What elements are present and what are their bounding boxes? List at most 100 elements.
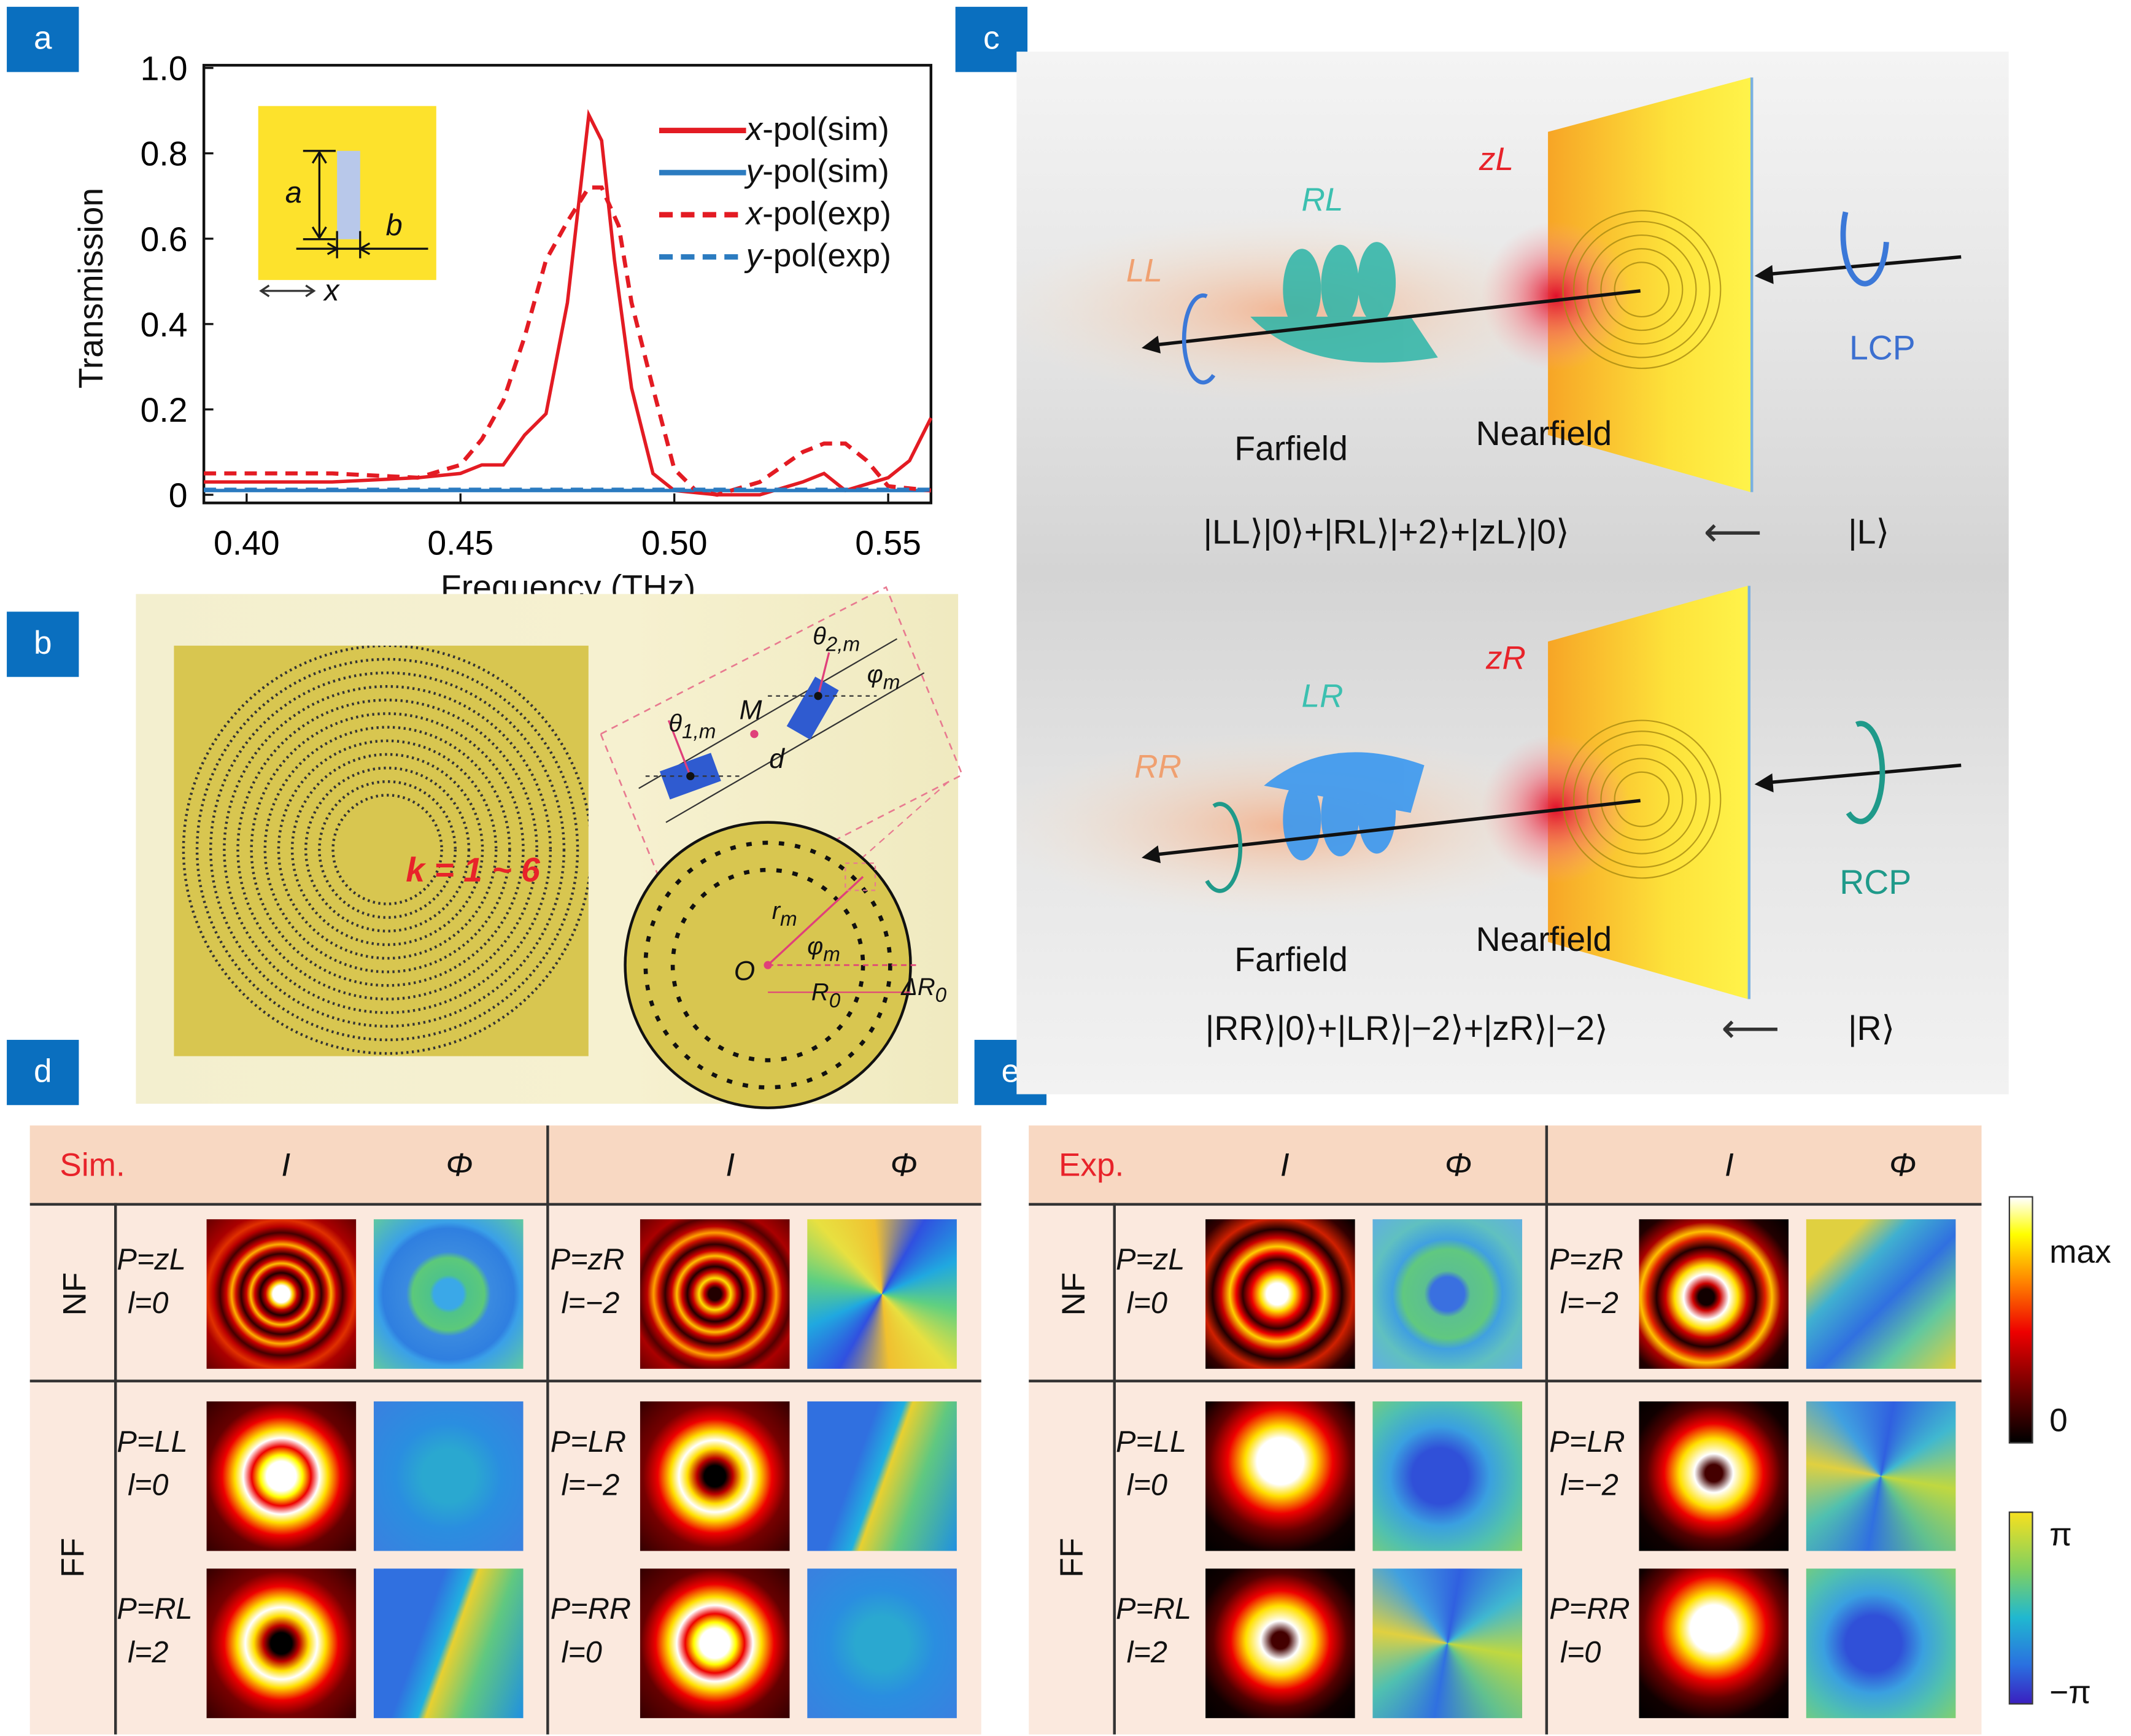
y-tick-label: 1.0 <box>141 50 188 88</box>
farfield-label-top: Farfield <box>1234 430 1348 468</box>
mode-label: P=LR l=−2 <box>1549 1420 1625 1508</box>
intensity-map <box>1205 1219 1355 1369</box>
mode-label: P=zL l=0 <box>117 1238 185 1325</box>
RL-label: RL <box>1301 182 1344 219</box>
dotted-ring <box>209 671 566 1028</box>
legend-label: -pol(sim) <box>762 110 889 148</box>
legend-label-italic: x <box>746 195 763 232</box>
x-tick-label: 0.50 <box>641 524 708 562</box>
phase-map <box>1806 1401 1956 1551</box>
deltaR-symbol: ΔR <box>901 973 935 1001</box>
row-divider <box>1029 1379 1982 1382</box>
topological-charge: l=−2 <box>1560 1285 1619 1320</box>
column-header-phase: Φ <box>1444 1147 1472 1184</box>
dotted-ring <box>331 794 443 905</box>
dotted-ring <box>250 712 525 987</box>
row-header-divider <box>114 1203 117 1735</box>
intensity-map <box>1639 1219 1789 1369</box>
topological-charge: l=0 <box>1126 1285 1168 1320</box>
mode-label: P=LL l=0 <box>117 1420 187 1508</box>
r-subscript: m <box>780 907 797 931</box>
output-state-equation-top: |LL⟩|0⟩+|RL⟩|+2⟩+|zL⟩|0⟩ <box>1203 514 1569 552</box>
LR-label: LR <box>1301 678 1344 715</box>
y-tick-label: 0.6 <box>141 220 188 258</box>
mode-label: P=RL l=2 <box>117 1587 192 1675</box>
legend-label-italic: y <box>746 153 763 190</box>
origin-O-label: O <box>733 956 756 987</box>
table-header <box>29 1125 981 1203</box>
deltaR-subscript: 0 <box>935 983 947 1007</box>
zL-label: zL <box>1479 141 1514 179</box>
intensity-max-label: max <box>2049 1234 2111 1271</box>
slot-aperture <box>337 150 360 239</box>
polarization-channel: P=zR <box>550 1242 625 1277</box>
radius-rm-label: rm <box>772 897 797 930</box>
dotted-ring <box>290 753 484 947</box>
mode-label: P=LR l=−2 <box>551 1420 626 1508</box>
phase-map <box>1806 1219 1956 1369</box>
zR-label: zR <box>1485 640 1526 677</box>
phase-map <box>1372 1568 1523 1718</box>
phi-m-label: φm <box>867 661 900 694</box>
mode-label: P=RR l=0 <box>551 1587 631 1675</box>
intensity-map <box>640 1401 790 1551</box>
dotted-ring <box>263 726 511 974</box>
intensity-map <box>640 1219 790 1369</box>
delta-R0-label: ΔR0 <box>901 973 946 1006</box>
theta2-subscript: 2,m <box>826 632 861 656</box>
intensity-min-label: 0 <box>2049 1403 2068 1440</box>
phi-symbol: φ <box>867 661 883 688</box>
row-header-farfield: FF <box>1054 1538 1091 1578</box>
panel-label-b: b <box>7 611 79 677</box>
mode-label: P=zL l=0 <box>1116 1238 1185 1325</box>
topological-charge: l=−2 <box>561 1285 620 1320</box>
metasurface-sample: k = 1 ~ 6 <box>174 644 593 1056</box>
polarization-channel: P=RL <box>1115 1591 1192 1626</box>
topological-charge: l=0 <box>561 1635 602 1670</box>
row-header-farfield: FF <box>55 1538 92 1578</box>
intensity-colorbar <box>2008 1196 2033 1444</box>
phase-map <box>373 1401 524 1551</box>
intensity-map <box>206 1219 357 1369</box>
polarization-channel: P=LR <box>550 1424 627 1459</box>
row-header-divider <box>1113 1203 1115 1735</box>
row-divider <box>29 1379 981 1382</box>
legend-label-italic: y <box>746 237 763 274</box>
y-tick-label: 0 <box>169 476 188 514</box>
x-tick-label: 0.40 <box>214 524 280 562</box>
intensity-map <box>206 1401 357 1551</box>
intensity-map <box>1639 1568 1789 1718</box>
distance-d-label: d <box>769 745 784 775</box>
series-line-x-pol(exp) <box>204 185 932 497</box>
dotted-ring <box>195 657 579 1042</box>
legend-swatch <box>659 211 746 217</box>
chart-svg: 0.40 0.45 0.50 0.55 0 0.2 0.4 0.6 0.8 1.0 <box>141 50 933 562</box>
intensity-map <box>1205 1401 1355 1551</box>
input-state-bottom: |R⟩ <box>1848 1010 1895 1048</box>
dimension-arrows <box>296 150 428 258</box>
concentric-dotted-rings <box>182 644 593 1055</box>
polarization-channel: P=LL <box>1115 1424 1187 1459</box>
phase-map <box>1372 1401 1523 1551</box>
LL-label: LL <box>1126 252 1163 290</box>
phase-map <box>373 1219 524 1369</box>
angle-phi-label: φm <box>807 932 840 966</box>
plot-frame <box>202 64 933 505</box>
legend-swatch <box>659 169 746 175</box>
topological-charge: l=0 <box>1560 1635 1601 1670</box>
table-corner-label: Exp. <box>1058 1147 1124 1184</box>
midpoint-M-label: M <box>739 696 762 726</box>
dotted-ring <box>304 766 471 933</box>
polarization-channel: P=zR <box>1549 1242 1623 1277</box>
theta2-symbol: θ <box>813 622 826 650</box>
LCP-label: LCP <box>1849 329 1916 368</box>
phi-subscript: m <box>883 670 900 694</box>
column-header-phase: Φ <box>890 1147 918 1184</box>
simulation-results-table: Sim. I Φ I Φ NF FF P=zL l=0 P=zR l=−2 P=LL l=0 P=LR l=… <box>29 1125 981 1735</box>
column-divider <box>1545 1125 1547 1735</box>
topological-charge: l=2 <box>128 1635 169 1670</box>
legend-label: -pol(sim) <box>762 153 889 190</box>
y-axis-label: Transmission <box>72 187 111 389</box>
topological-charge: l=0 <box>1126 1468 1168 1502</box>
